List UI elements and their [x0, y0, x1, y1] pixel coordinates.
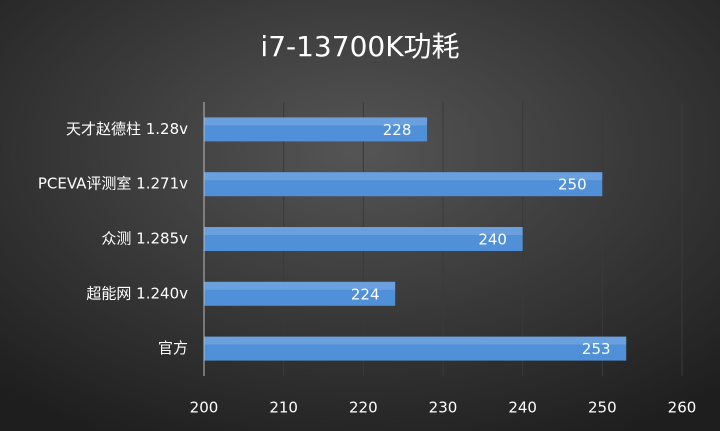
data-label: 253: [582, 340, 611, 358]
x-tick-label: 240: [508, 399, 537, 417]
bar: [204, 172, 603, 197]
x-tick-label: 200: [190, 399, 219, 417]
bar: [204, 336, 627, 361]
bar-highlight: [204, 336, 627, 345]
bar-highlight: [204, 227, 523, 235]
bar: [204, 227, 523, 251]
chart-title: i7-13700K功耗: [260, 30, 459, 63]
y-tick-label: PCEVA评测室 1.271v: [38, 175, 188, 193]
y-tick-label: 众测 1.285v: [101, 230, 188, 248]
x-tick-label: 210: [269, 399, 298, 417]
x-tick-label: 260: [668, 399, 697, 417]
y-tick-label: 超能网 1.240v: [86, 284, 188, 302]
data-label: 224: [351, 285, 380, 303]
x-tick-label: 250: [588, 399, 617, 417]
x-tick-label: 220: [349, 399, 378, 417]
x-tick-label: 230: [429, 399, 458, 417]
bar-highlight: [204, 281, 396, 290]
bar: [204, 117, 428, 142]
y-tick-label: 天才赵德柱 1.28v: [66, 120, 188, 138]
bar: [204, 281, 396, 306]
y-tick-label: 官方: [158, 339, 188, 357]
bar-highlight: [204, 172, 603, 181]
data-label: 228: [383, 121, 412, 139]
data-label: 240: [478, 231, 507, 249]
data-label: 250: [558, 176, 587, 194]
bar-highlight: [204, 117, 428, 126]
